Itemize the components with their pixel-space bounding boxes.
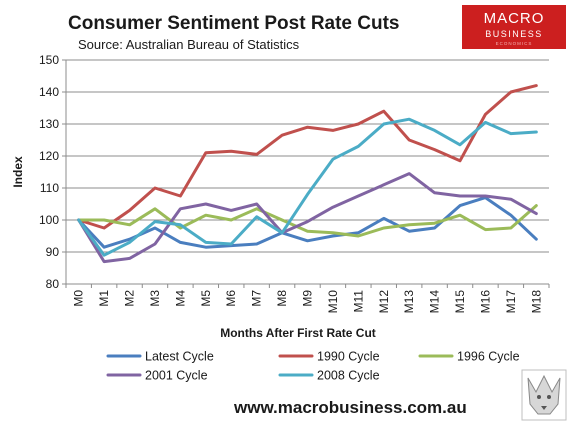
y-tick-label: 110 (40, 181, 59, 195)
x-tick-label: M13 (402, 290, 416, 314)
x-tick-label: M11 (351, 290, 365, 313)
series-line-2008-cycle (77, 117, 538, 257)
series-line-latest-cycle (77, 196, 538, 249)
logo-text-macro: MACRO (484, 10, 545, 27)
x-tick-label: M14 (428, 290, 442, 314)
series-line-2001-cycle (77, 172, 538, 264)
x-tick-label: M16 (478, 290, 492, 314)
x-tick-label: M2 (123, 290, 137, 307)
logo-text-tagline: ECONOMICS (496, 41, 533, 46)
y-tick-label: 120 (39, 149, 59, 163)
y-tick-label: 140 (39, 85, 59, 99)
x-axis-label: Months After First Rate Cut (220, 326, 376, 340)
x-tick-label: M18 (529, 290, 543, 314)
legend-label-2001-cycle: 2001 Cycle (145, 369, 208, 383)
x-tick-label: M17 (504, 290, 518, 314)
legend-label-1990-cycle: 1990 Cycle (317, 350, 380, 364)
series-line-1990-cycle (77, 84, 538, 230)
x-tick-label: M6 (224, 290, 238, 307)
x-tick-label: M8 (275, 290, 289, 307)
series-line-1996-cycle (77, 204, 538, 238)
x-tick-label: M7 (250, 290, 264, 307)
y-axis-label: Index (11, 156, 25, 188)
x-tick-label: M5 (199, 290, 213, 307)
legend-label-2008-cycle: 2008 Cycle (317, 369, 380, 383)
macrobusiness-logo: MACRO BUSINESS ECONOMICS (462, 5, 566, 49)
x-tick-label: M0 (72, 290, 86, 307)
chart-title: Consumer Sentiment Post Rate Cuts (68, 13, 400, 34)
logo-text-business: BUSINESS (485, 29, 543, 39)
x-tick-label: M3 (148, 290, 162, 307)
y-tick-label: 150 (39, 53, 59, 67)
x-tick-label: M9 (301, 290, 315, 307)
y-tick-label: 100 (39, 213, 59, 227)
legend: Latest Cycle 1990 Cycle 1996 Cycle 2001 Cyc… (106, 350, 520, 383)
x-tick-label: M12 (377, 290, 391, 314)
y-tick-label: 90 (46, 245, 60, 259)
x-tick-label: M1 (97, 290, 111, 307)
x-tick-label: M10 (326, 290, 340, 314)
wolf-logo-icon (521, 369, 567, 421)
y-tick-label: 130 (39, 117, 59, 131)
legend-label-1996-cycle: 1996 Cycle (457, 350, 520, 364)
plot-area: 80 90 100 110 120 130 140 150 M0 M1 M2 M3 M4 M5 M6 M7 M8… (39, 53, 550, 314)
logo-background (462, 5, 566, 49)
chart-subtitle: Source: Australian Bureau of Statistics (78, 37, 300, 52)
legend-label-latest-cycle: Latest Cycle (145, 350, 214, 364)
y-tick-label: 80 (46, 277, 60, 291)
x-tick-label: M4 (173, 290, 187, 307)
x-tick-label: M15 (453, 290, 467, 314)
website-url: www.macrobusiness.com.au (233, 398, 467, 417)
plot-background (66, 60, 549, 284)
